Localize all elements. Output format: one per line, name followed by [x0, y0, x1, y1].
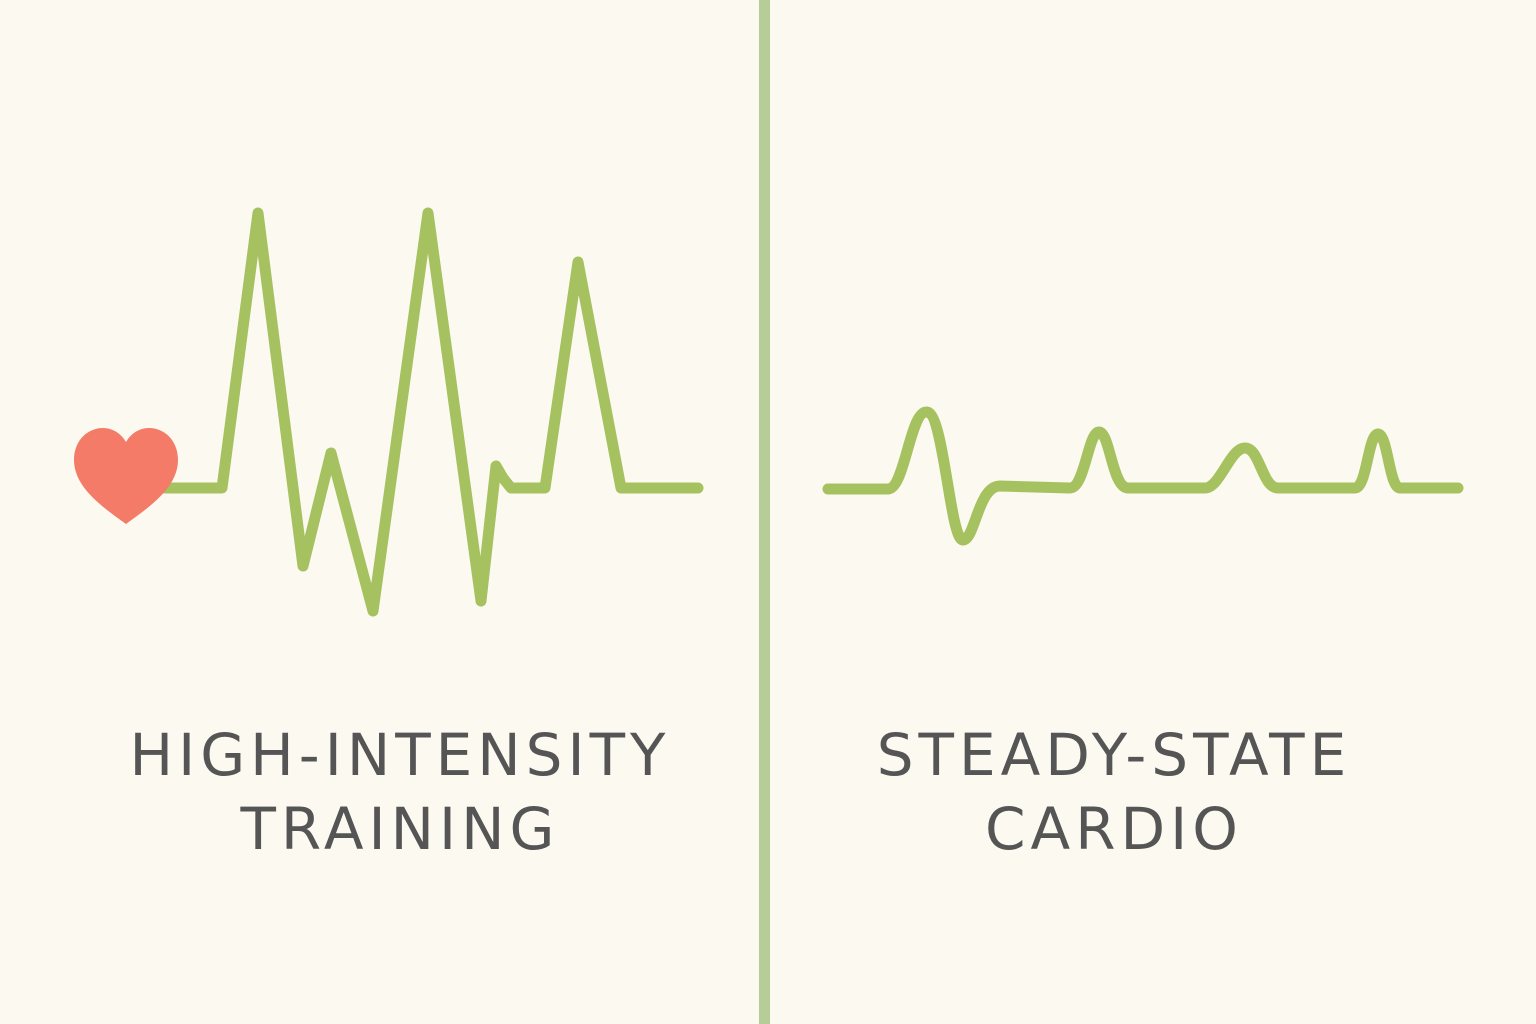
steady-state-label-line2: CARDIO	[985, 795, 1243, 863]
high-intensity-label-line2: TRAINING	[240, 795, 560, 863]
heart-icon	[74, 428, 178, 524]
center-divider	[759, 0, 770, 1024]
steady-state-waveform	[822, 406, 1464, 546]
high-intensity-label: HIGH-INTENSITY TRAINING	[100, 718, 700, 866]
steady-state-label-line1: STEADY-STATE	[876, 721, 1352, 789]
high-intensity-waveform	[154, 207, 704, 617]
steady-state-label: STEADY-STATE CARDIO	[814, 718, 1414, 866]
high-intensity-label-line1: HIGH-INTENSITY	[129, 721, 671, 789]
